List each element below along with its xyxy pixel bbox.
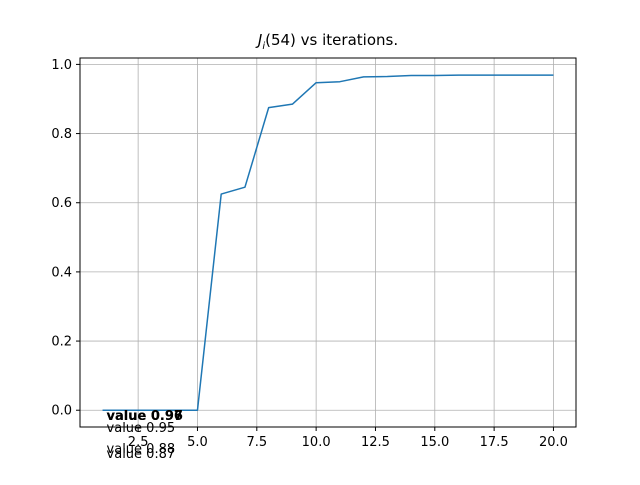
plot-frame: [79, 57, 577, 428]
x-tick-label: 5.0: [187, 435, 208, 450]
y-tick-label: 0.0: [51, 404, 72, 419]
x-tick-label: 7.5: [246, 435, 267, 450]
annotation-label: value 0.95: [107, 421, 176, 436]
y-tick-label: 0.4: [51, 265, 72, 280]
y-tick-label: 0.2: [51, 335, 72, 350]
chart-title: Ji(54) vs iterations.: [255, 31, 398, 52]
plot-area: [80, 58, 576, 427]
x-tick-label: 17.5: [480, 435, 509, 450]
y-tick-label: 0.6: [51, 196, 72, 211]
y-tick-label: 0.8: [51, 127, 72, 142]
series-layer: [102, 74, 554, 411]
annotation-label: value 0.88: [107, 442, 176, 457]
y-tick-label: 1.0: [51, 58, 72, 73]
title-subscript: i: [262, 41, 265, 52]
x-tick-label: 2.5: [128, 435, 149, 450]
x-tick-label: 10.0: [302, 435, 331, 450]
x-tick-label: 20.0: [539, 435, 568, 450]
title-rest: (54) vs iterations.: [265, 31, 398, 49]
annotation-label: value 0.97: [107, 409, 183, 424]
y-axis: 0.0 0.2 0.4 0.6 0.8 1.0: [51, 58, 80, 419]
x-axis: 2.5 5.0 7.5 10.0 12.5 15.0 17.5 20.0: [128, 427, 568, 450]
x-tick-label: 12.5: [361, 435, 390, 450]
annotation-label: value 0.96: [107, 409, 183, 424]
x-tick-label: 15.0: [420, 435, 449, 450]
annotation-label: value 0.87: [107, 447, 176, 462]
title-symbol: J: [255, 31, 262, 49]
series-line: [102, 74, 554, 411]
